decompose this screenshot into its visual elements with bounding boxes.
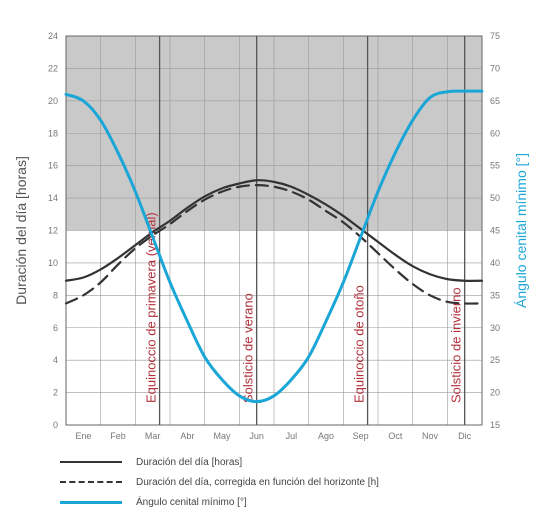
legend-label: Duración del día, corregida en función d… bbox=[136, 476, 379, 488]
marker-label: Solsticio de verano bbox=[241, 293, 256, 403]
day-length-chart: Equinoccio de primavera (vernal) Solstici… bbox=[13, 31, 529, 441]
y-right-tick-label: 35 bbox=[490, 290, 500, 300]
x-tick-label: Oct bbox=[388, 431, 403, 441]
y-right-tick-label: 60 bbox=[490, 128, 500, 138]
x-tick-label: Jul bbox=[286, 431, 298, 441]
y-left-tick-label: 24 bbox=[48, 31, 58, 41]
x-tick-label: Dic bbox=[458, 431, 471, 441]
y-left-tick-label: 16 bbox=[48, 161, 58, 171]
y-left-tick-label: 20 bbox=[48, 96, 58, 106]
x-tick-label: Ene bbox=[75, 431, 91, 441]
x-tick-label: Mar bbox=[145, 431, 161, 441]
legend-label: Ángulo cenital mínimo [°] bbox=[136, 496, 247, 508]
x-tick-label: Abr bbox=[180, 431, 194, 441]
y-right-tick-label: 30 bbox=[490, 323, 500, 333]
y-left-axis-title: Duración del día [horas] bbox=[13, 156, 29, 305]
y-right-tick-label: 45 bbox=[490, 226, 500, 236]
y-left-tick-label: 10 bbox=[48, 258, 58, 268]
legend-swatch-cyan bbox=[60, 500, 122, 504]
legend-item-corrected-day-length: Duración del día, corregida en función d… bbox=[60, 472, 530, 492]
chart-legend: Duración del día [horas] Duración del dí… bbox=[60, 452, 530, 512]
y-left-tick-label: 18 bbox=[48, 128, 58, 138]
legend-swatch-dashed bbox=[60, 481, 122, 483]
y-left-tick-label: 6 bbox=[53, 323, 58, 333]
y-right-tick-label: 15 bbox=[490, 420, 500, 430]
series-line-0 bbox=[64, 179, 484, 282]
x-tick-label: Feb bbox=[110, 431, 126, 441]
y-right-tick-label: 75 bbox=[490, 31, 500, 41]
x-tick-label: Sep bbox=[353, 431, 369, 441]
y-left-tick-label: 14 bbox=[48, 193, 58, 203]
y-left-tick-label: 0 bbox=[53, 420, 58, 430]
legend-item-day-length: Duración del día [horas] bbox=[60, 452, 530, 472]
marker-label: Solsticio de invierno bbox=[449, 287, 464, 403]
series-line-1 bbox=[64, 184, 484, 305]
x-tick-label: May bbox=[213, 431, 231, 441]
plot-frame bbox=[65, 35, 483, 426]
y-right-tick-label: 55 bbox=[490, 161, 500, 171]
y-left-tick-label: 22 bbox=[48, 63, 58, 73]
marker-label: Equinoccio de otoño bbox=[352, 285, 367, 403]
y-right-tick-label: 40 bbox=[490, 258, 500, 268]
x-tick-label: Ago bbox=[318, 431, 334, 441]
y-right-tick-label: 65 bbox=[490, 96, 500, 106]
marker-label: Equinoccio de primavera (vernal) bbox=[144, 212, 159, 403]
legend-swatch-solid bbox=[60, 461, 122, 463]
y-right-tick-label: 70 bbox=[490, 63, 500, 73]
legend-item-zenith-angle: Ángulo cenital mínimo [°] bbox=[60, 492, 530, 512]
y-right-tick-label: 20 bbox=[490, 388, 500, 398]
x-tick-label: Jun bbox=[249, 431, 264, 441]
y-left-tick-label: 4 bbox=[53, 355, 58, 365]
y-left-tick-label: 2 bbox=[53, 388, 58, 398]
y-left-tick-label: 12 bbox=[48, 226, 58, 236]
x-tick-label: Nov bbox=[422, 431, 439, 441]
y-right-axis-title: Ángulo cenital mínimo [°] bbox=[513, 153, 529, 308]
series-line-2 bbox=[64, 89, 484, 404]
y-right-tick-label: 25 bbox=[490, 355, 500, 365]
legend-label: Duración del día [horas] bbox=[136, 456, 243, 468]
y-right-tick-label: 50 bbox=[490, 193, 500, 203]
y-left-tick-label: 8 bbox=[53, 290, 58, 300]
